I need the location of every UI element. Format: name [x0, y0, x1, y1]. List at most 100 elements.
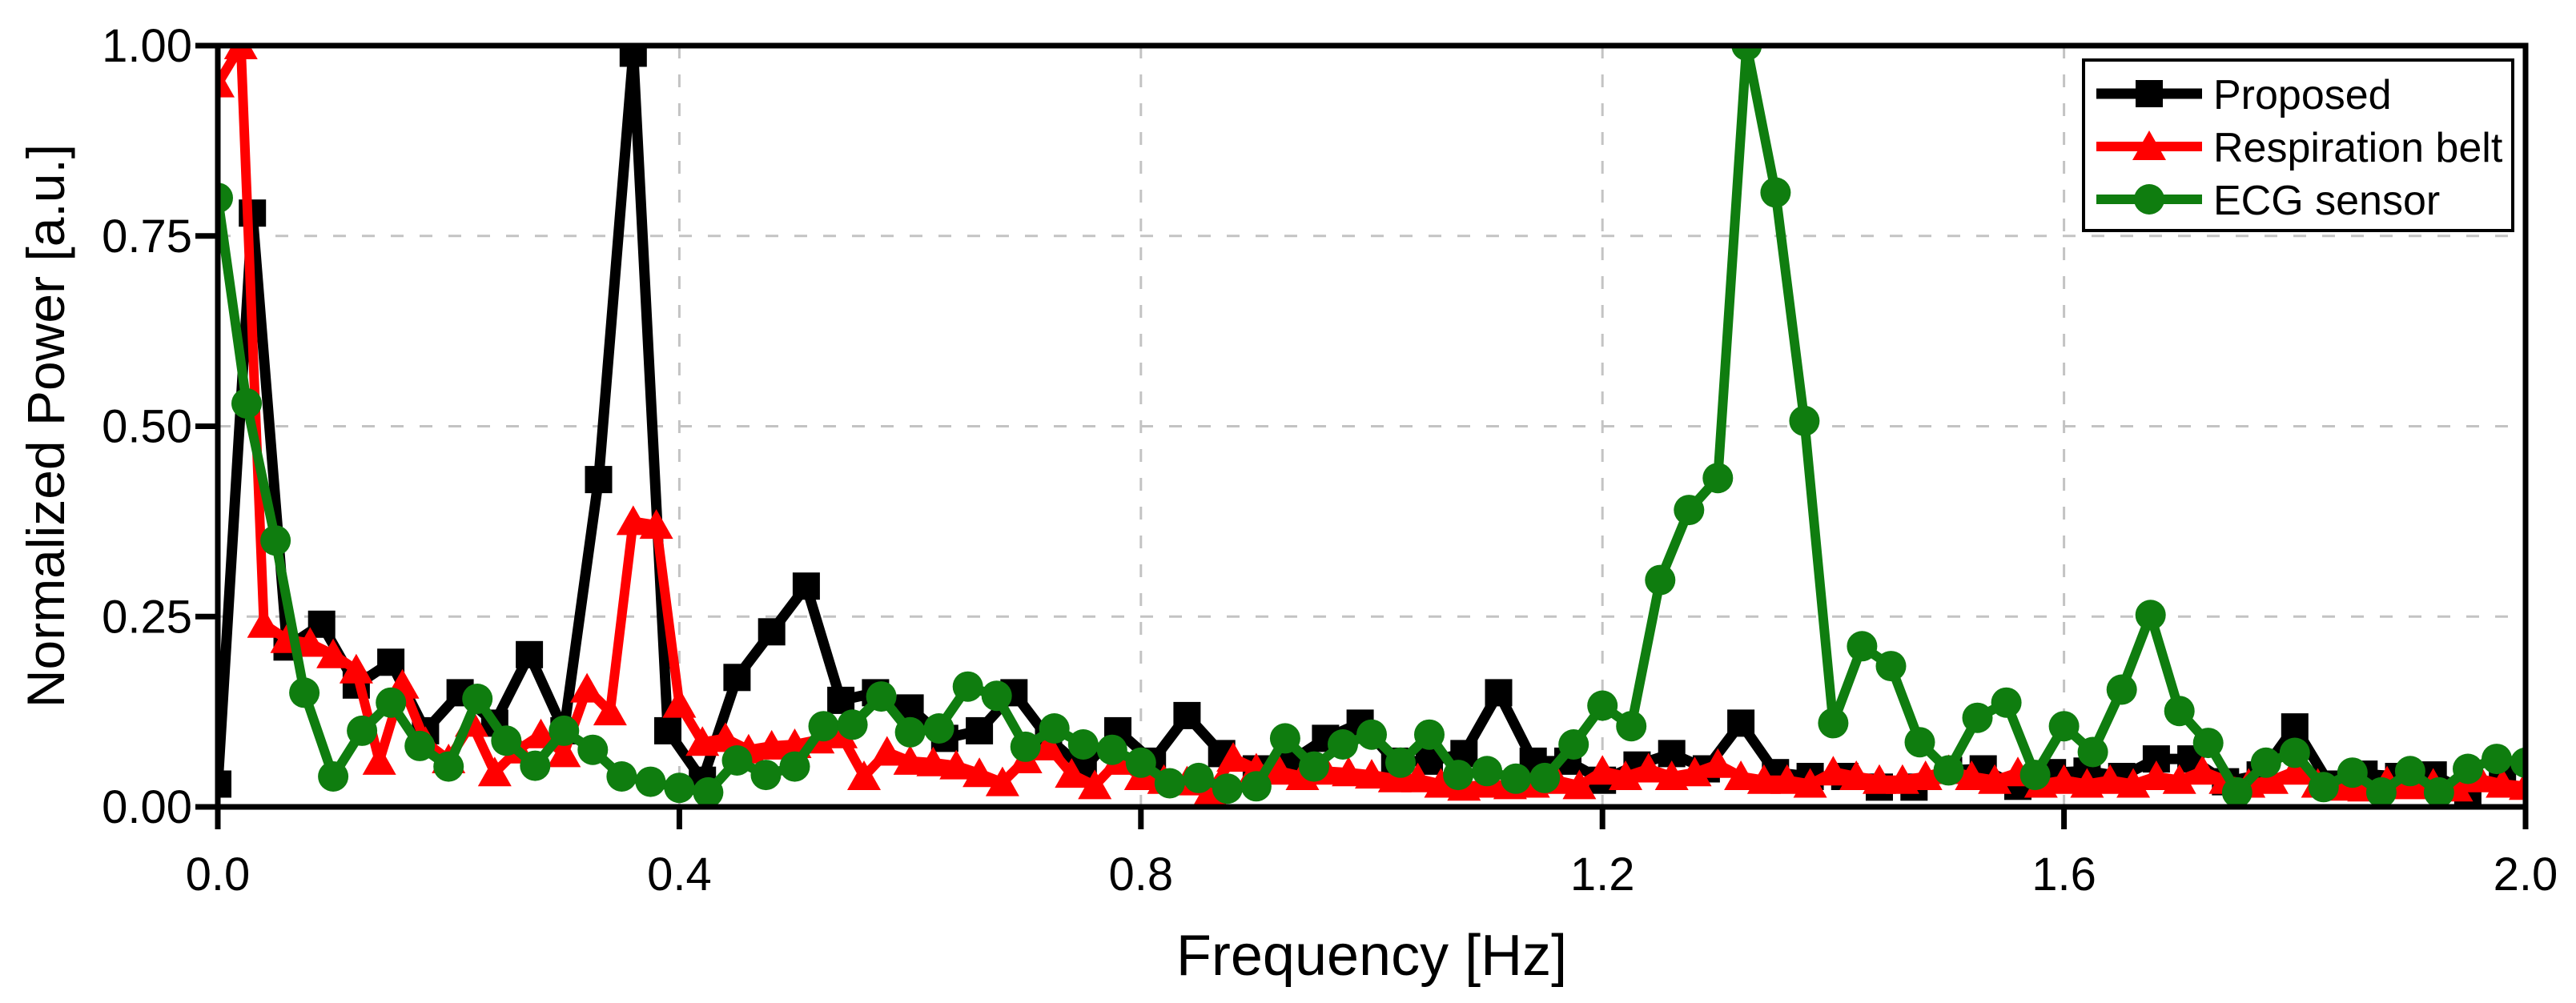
- legend-circle-marker: [2134, 184, 2164, 215]
- circle-marker: [1847, 631, 1878, 662]
- x-tick-label: 1.2: [1570, 849, 1635, 901]
- circle-marker: [2106, 674, 2137, 705]
- triangle-marker: [847, 760, 881, 790]
- y-tick-label: 0.50: [102, 401, 192, 453]
- legend-item-proposed: Proposed: [2096, 72, 2392, 118]
- x-tick-label: 0.4: [647, 849, 712, 901]
- circle-marker: [520, 750, 551, 781]
- circle-marker: [1558, 729, 1589, 760]
- triangle-marker: [2162, 764, 2196, 794]
- triangle-marker: [593, 696, 627, 726]
- triangle-marker: [1332, 756, 1366, 787]
- circle-marker: [2048, 711, 2080, 742]
- triangle-marker: [362, 744, 396, 775]
- square-marker: [585, 466, 613, 494]
- circle-marker: [1904, 727, 1935, 758]
- circle-marker: [376, 687, 407, 718]
- square-marker: [654, 716, 681, 744]
- triangle-marker: [962, 757, 997, 788]
- triangle-marker: [1585, 755, 1620, 785]
- triangle-marker: [616, 505, 650, 536]
- square-marker: [218, 770, 231, 798]
- triangle-marker: [524, 718, 558, 748]
- circle-marker: [1414, 719, 1445, 750]
- triangle-marker: [339, 653, 373, 684]
- triangle-marker: [2185, 755, 2220, 785]
- triangle-marker: [662, 688, 697, 718]
- triangle-marker: [477, 756, 512, 787]
- triangle-marker: [247, 608, 281, 638]
- circle-marker: [1240, 771, 1272, 802]
- circle-marker: [1529, 762, 1561, 793]
- circle-marker: [1674, 495, 1705, 526]
- circle-marker: [318, 761, 349, 792]
- circle-marker: [433, 751, 464, 782]
- square-marker: [377, 648, 405, 676]
- triangle-marker: [916, 746, 950, 776]
- triangle-marker: [2486, 768, 2520, 798]
- triangle-marker: [893, 744, 927, 775]
- circle-marker: [1212, 773, 1243, 804]
- square-marker: [792, 572, 820, 600]
- triangle-marker: [570, 672, 605, 703]
- circle-marker: [1039, 713, 1070, 744]
- circle-marker: [2250, 747, 2281, 778]
- circle-marker: [808, 711, 839, 742]
- triangle-marker: [1424, 768, 1458, 798]
- triangle-marker: [1262, 755, 1296, 785]
- triangle-marker: [1793, 768, 1827, 798]
- circle-marker: [894, 716, 926, 748]
- circle-marker: [1125, 747, 1156, 778]
- circle-marker: [721, 745, 753, 776]
- circle-marker: [1299, 751, 1329, 782]
- circle-marker: [2019, 760, 2051, 791]
- triangle-marker: [2116, 768, 2151, 798]
- circle-marker: [1933, 755, 1964, 786]
- square-marker: [619, 46, 647, 67]
- square-marker: [1173, 701, 1201, 729]
- circle-marker: [952, 671, 983, 702]
- circle-marker: [1616, 711, 1647, 742]
- triangle-marker: [1355, 759, 1388, 789]
- circle-marker: [231, 388, 262, 419]
- circle-marker: [1328, 729, 1358, 760]
- circle-marker: [2135, 600, 2166, 631]
- triangle-marker: [1078, 769, 1112, 800]
- circle-marker: [664, 772, 695, 804]
- circle-marker: [1760, 177, 1791, 208]
- circle-marker: [2308, 772, 2339, 803]
- triangle-marker: [1770, 764, 1804, 794]
- circle-marker: [1269, 723, 1300, 754]
- triangle-marker: [709, 722, 742, 752]
- circle-marker: [1818, 708, 1849, 739]
- triangle-marker: [547, 737, 581, 768]
- circle-marker: [289, 677, 320, 708]
- triangle-marker: [639, 509, 673, 540]
- circle-marker: [1962, 702, 1993, 733]
- y-tick-label: 1.00: [102, 20, 192, 72]
- y-axis-title: Normalized Power [a.u.]: [16, 144, 75, 708]
- circle-marker: [1154, 768, 1185, 799]
- circle-marker: [2394, 756, 2425, 787]
- square-marker: [2281, 713, 2309, 741]
- legend-triangle-marker: [2132, 130, 2166, 160]
- triangle-marker: [1631, 752, 1666, 783]
- triangle-marker: [2255, 764, 2289, 794]
- circle-marker: [2077, 736, 2108, 768]
- circle-marker: [1183, 762, 1214, 793]
- circle-marker: [2510, 747, 2526, 778]
- x-tick-label: 1.6: [2031, 849, 2096, 901]
- circle-marker: [2482, 744, 2512, 775]
- circle-marker: [549, 715, 580, 746]
- square-marker: [516, 640, 544, 668]
- circle-marker: [2279, 737, 2310, 768]
- triangle-marker: [2047, 764, 2081, 794]
- circle-marker: [606, 761, 637, 792]
- triangle-marker: [2093, 764, 2128, 794]
- x-axis-title: Frequency [Hz]: [1176, 924, 1567, 988]
- circle-marker: [779, 751, 810, 782]
- triangle-marker: [1031, 730, 1066, 760]
- circle-marker: [1010, 731, 1041, 762]
